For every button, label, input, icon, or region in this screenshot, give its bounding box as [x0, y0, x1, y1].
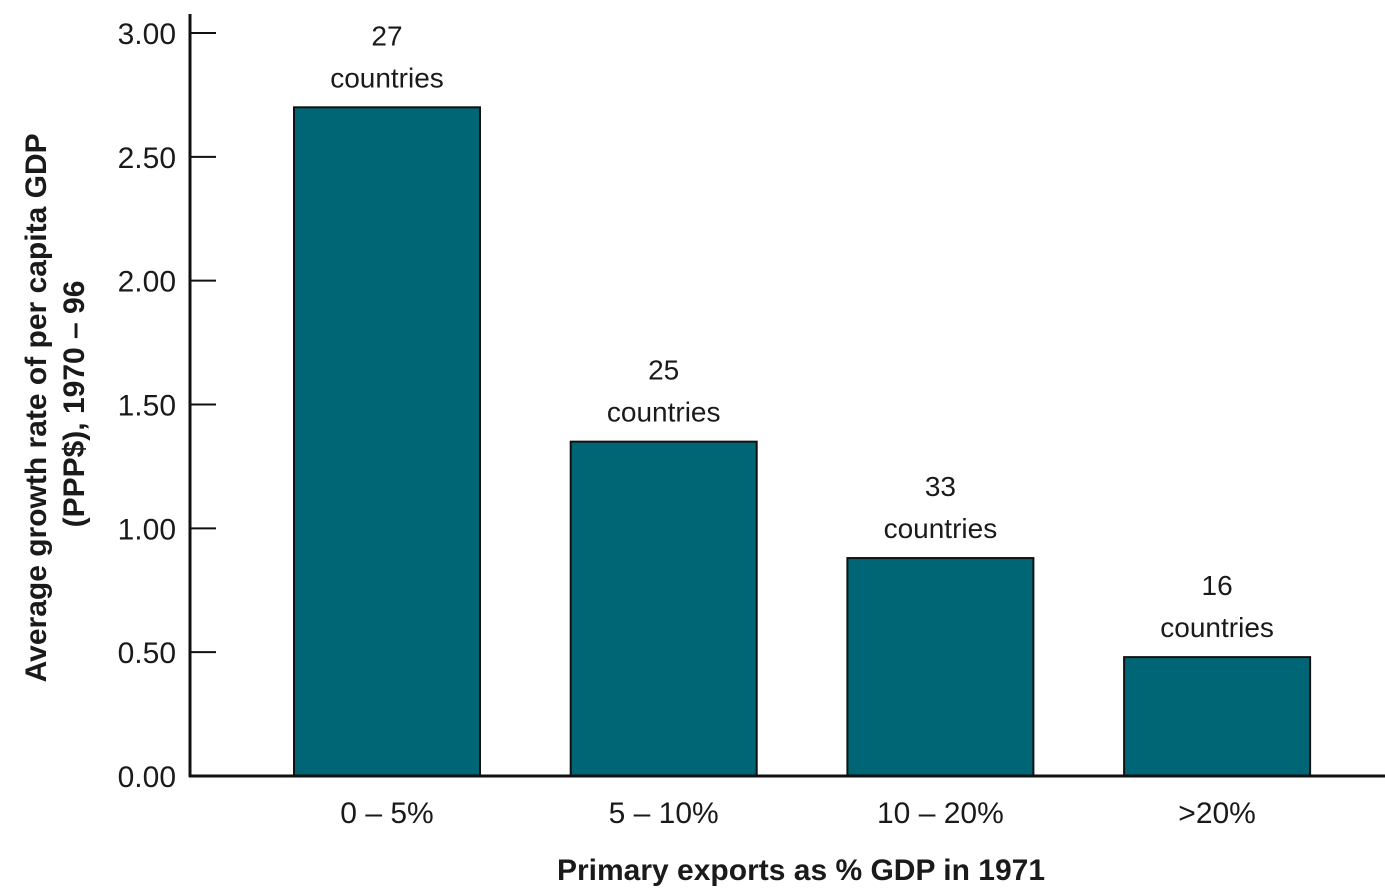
- bar-unit-label: countries: [607, 397, 721, 428]
- axes-layer: [188, 14, 1385, 778]
- bars-layer: [293, 106, 1312, 778]
- bar: [1123, 656, 1312, 777]
- y-axis-title-line-2: (PPP$), 1970 – 96: [58, 281, 91, 528]
- x-categories-layer: 0 – 5% 5 – 10% 10 – 20% >20%: [340, 797, 1256, 830]
- bar-unit-label: countries: [330, 62, 444, 93]
- y-ticks-layer: 0.00 0.50 1.00 1.50 2.00 2.50 3.00: [118, 18, 216, 794]
- x-category-label: 5 – 10%: [609, 797, 719, 830]
- x-axis-title: Primary exports as % GDP in 1971: [557, 854, 1045, 887]
- x-category-label: 10 – 20%: [877, 797, 1004, 830]
- bar: [846, 557, 1035, 778]
- bar-count-label: 27: [371, 20, 402, 51]
- y-tick-label: 1.50: [118, 390, 176, 423]
- y-tick-label: 2.50: [118, 142, 176, 175]
- y-tick-label: 0.50: [118, 637, 176, 670]
- y-axis-title-line-1: Average growth rate of per capita GDP: [20, 134, 53, 682]
- x-category-label: 0 – 5%: [340, 797, 433, 830]
- bar-unit-label: countries: [1160, 612, 1274, 643]
- y-tick-label: 3.00: [118, 18, 176, 51]
- bar-count-label: 25: [648, 355, 679, 386]
- y-axis-title: Average growth rate of per capita GDP (P…: [20, 126, 91, 683]
- bar: [293, 106, 481, 778]
- bar-count-label: 33: [925, 471, 956, 502]
- y-tick-label: 1.00: [118, 513, 176, 546]
- bar-count-label: 16: [1202, 570, 1233, 601]
- x-category-label: >20%: [1178, 797, 1256, 830]
- y-tick-label: 2.00: [118, 266, 176, 299]
- bar: [569, 440, 758, 777]
- bar-unit-label: countries: [884, 513, 998, 544]
- y-tick-label: 0.00: [118, 761, 176, 794]
- data-labels-layer: 27 countries 25 countries 33 countries 16 count…: [330, 20, 1274, 643]
